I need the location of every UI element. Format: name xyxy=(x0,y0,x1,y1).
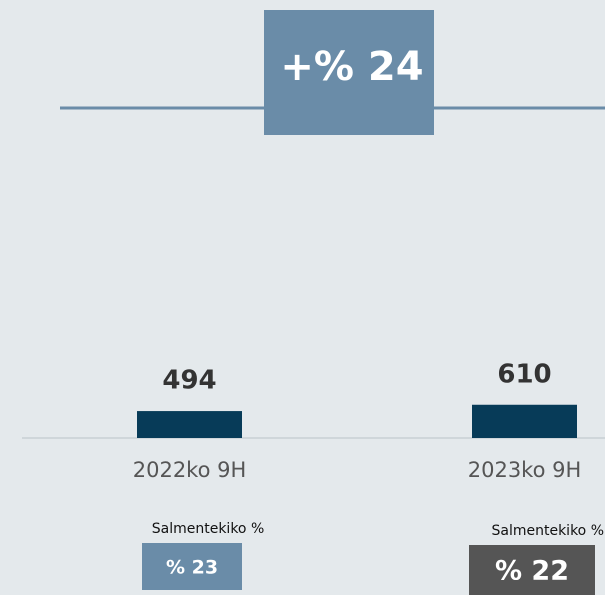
ratio-box xyxy=(469,545,595,595)
bar xyxy=(472,404,577,438)
value-label: 610 xyxy=(497,359,551,389)
x-tick-label: 2022ko 9H xyxy=(133,458,247,482)
growth-label: +% 24 xyxy=(280,44,423,90)
ratio-value: % 23 xyxy=(166,557,218,579)
bar xyxy=(137,411,242,438)
ratio-value: % 22 xyxy=(495,556,569,587)
growth-badge xyxy=(264,10,434,135)
ratio-box xyxy=(142,543,242,590)
ratio-title: Salmentekiko % xyxy=(491,523,604,539)
value-label: 494 xyxy=(162,366,216,396)
x-tick-label: 2023ko 9H xyxy=(468,458,582,482)
ratio-title: Salmentekiko % xyxy=(152,521,265,537)
